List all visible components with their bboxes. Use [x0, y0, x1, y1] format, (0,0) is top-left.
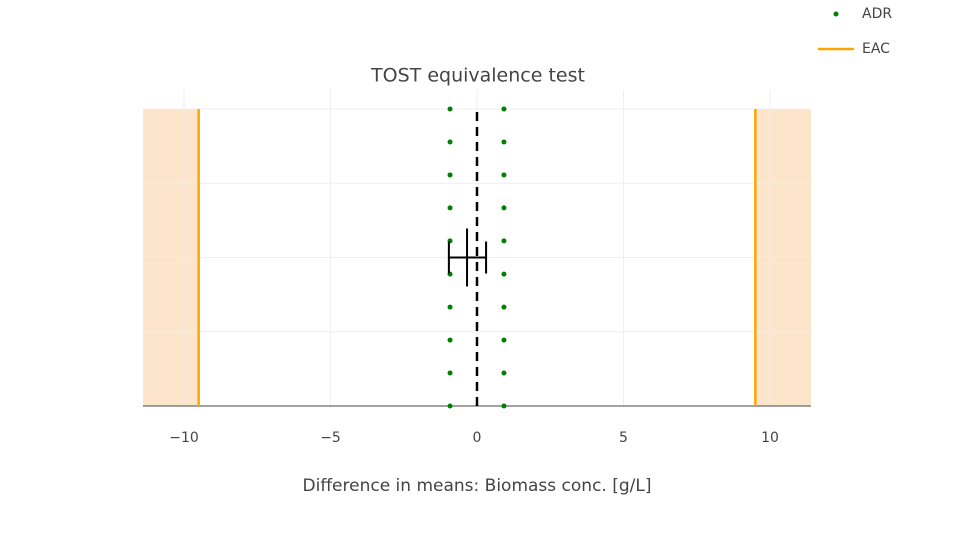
legend-label: ADR	[862, 6, 892, 22]
adr-point	[447, 337, 453, 343]
adr-point	[501, 172, 507, 178]
adr-point	[501, 139, 507, 145]
adr-point	[501, 370, 507, 376]
x-tick-label: 5	[619, 430, 628, 446]
adr-point	[501, 238, 507, 244]
adr-point	[447, 403, 453, 409]
adr-point	[447, 139, 453, 145]
x-axis-title: Difference in means: Biomass conc. [g/L]	[303, 476, 652, 496]
adr-point	[501, 106, 507, 112]
x-tick-label: 10	[761, 430, 779, 446]
legend-marker	[833, 11, 839, 17]
x-tick-label: −5	[320, 430, 341, 446]
adr-point	[501, 403, 507, 409]
adr-point	[447, 370, 453, 376]
x-tick-label: 0	[473, 430, 482, 446]
adr-point	[501, 337, 507, 343]
adr-point	[501, 304, 507, 310]
adr-point	[501, 205, 507, 211]
chart-title: TOST equivalence test	[370, 65, 585, 87]
adr-point	[447, 304, 453, 310]
adr-point	[447, 172, 453, 178]
x-tick-label: −10	[169, 430, 199, 446]
adr-point	[501, 271, 507, 277]
adr-point	[447, 106, 453, 112]
legend-label: EAC	[862, 41, 890, 57]
adr-point	[447, 205, 453, 211]
